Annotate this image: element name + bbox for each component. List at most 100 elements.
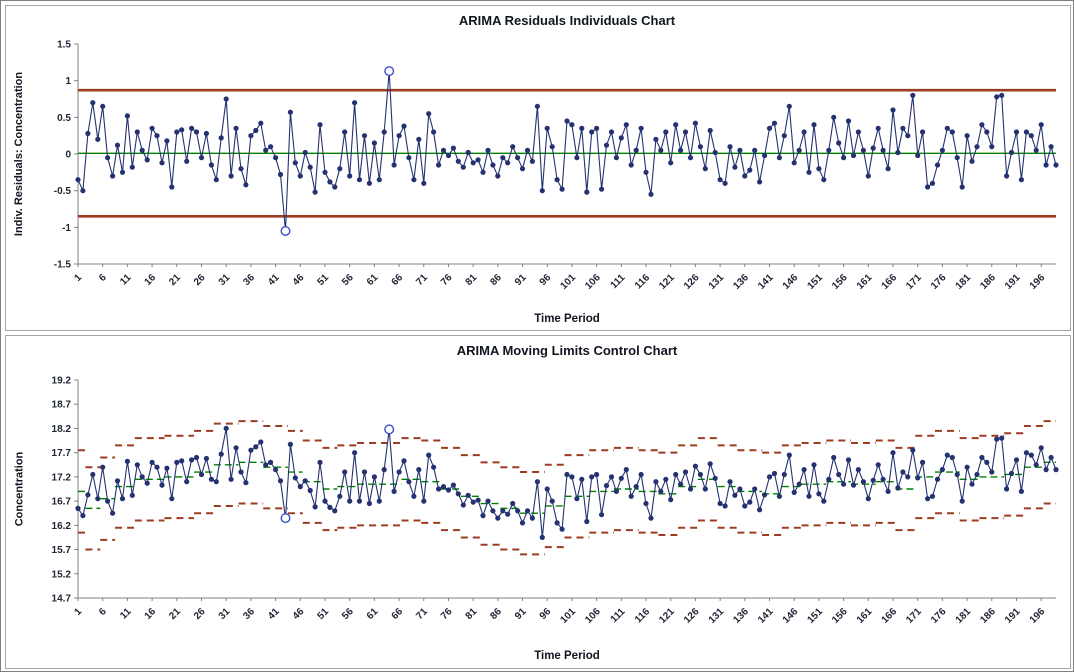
svg-text:31: 31 bbox=[217, 606, 233, 622]
svg-text:21: 21 bbox=[167, 606, 183, 622]
svg-text:16.2: 16.2 bbox=[52, 521, 72, 532]
svg-text:126: 126 bbox=[682, 272, 702, 292]
svg-text:131: 131 bbox=[707, 606, 727, 626]
svg-text:41: 41 bbox=[266, 272, 282, 288]
svg-text:161: 161 bbox=[855, 606, 875, 626]
svg-text:15.7: 15.7 bbox=[52, 545, 72, 556]
svg-text:15.2: 15.2 bbox=[52, 569, 72, 580]
svg-text:196: 196 bbox=[1028, 606, 1048, 626]
svg-text:46: 46 bbox=[291, 272, 307, 288]
svg-text:181: 181 bbox=[954, 272, 974, 292]
svg-text:161: 161 bbox=[855, 272, 875, 292]
svg-text:1: 1 bbox=[65, 76, 71, 87]
data-point-markers bbox=[75, 425, 1059, 540]
svg-text:6: 6 bbox=[97, 272, 109, 284]
svg-text:19.2: 19.2 bbox=[52, 376, 72, 387]
svg-text:66: 66 bbox=[390, 606, 406, 622]
svg-text:156: 156 bbox=[830, 272, 850, 292]
svg-text:51: 51 bbox=[315, 606, 331, 622]
svg-text:141: 141 bbox=[756, 606, 776, 626]
svg-text:196: 196 bbox=[1028, 272, 1048, 292]
svg-text:0: 0 bbox=[65, 150, 71, 161]
svg-text:-1.5: -1.5 bbox=[54, 260, 72, 271]
svg-text:96: 96 bbox=[538, 272, 554, 288]
svg-text:46: 46 bbox=[291, 606, 307, 622]
svg-text:6: 6 bbox=[97, 606, 109, 618]
svg-text:141: 141 bbox=[756, 272, 776, 292]
x-tick-labels: 1 6 11 16 21 26 31 36 41 46 51 56 61 66 71 76 81 86 91 96 10… bbox=[72, 598, 1048, 626]
svg-text:176: 176 bbox=[929, 606, 949, 626]
svg-text:131: 131 bbox=[707, 272, 727, 292]
svg-text:111: 111 bbox=[609, 606, 628, 625]
residuals-chart: 1.510.50-0.5-1-1.51 6 11 16 21 26 31 36 41 46 51 56… bbox=[54, 40, 1059, 292]
svg-text:116: 116 bbox=[633, 272, 652, 291]
x-tick-labels: 1 6 11 16 21 26 31 36 41 46 51 56 61 66 71 76 81 86 91 96 10… bbox=[72, 264, 1048, 292]
svg-text:156: 156 bbox=[830, 606, 850, 626]
svg-text:21: 21 bbox=[167, 272, 183, 288]
outlier-markers bbox=[280, 66, 395, 236]
y-tick-labels: 19.2 18.7 18.2 17.7 17.2 16.7 16.2 15.7 15.2 14.7 bbox=[52, 376, 78, 605]
moving-limits-chart-title: ARIMA Moving Limits Control Chart bbox=[456, 343, 678, 358]
svg-text:191: 191 bbox=[1003, 606, 1023, 626]
residuals-x-axis-title: Time Period bbox=[534, 313, 600, 325]
y-tick-labels: 1.5 1 0.5 0 -0.5 -1 -1.5 bbox=[54, 40, 78, 271]
svg-text:146: 146 bbox=[781, 606, 801, 626]
svg-text:61: 61 bbox=[365, 606, 381, 622]
svg-text:16: 16 bbox=[143, 272, 159, 288]
svg-text:106: 106 bbox=[583, 272, 603, 292]
residuals-chart-panel: ARIMA Residuals Individuals Chart Indiv.… bbox=[5, 5, 1071, 331]
svg-text:61: 61 bbox=[365, 272, 381, 288]
svg-text:81: 81 bbox=[464, 606, 480, 622]
svg-text:1: 1 bbox=[72, 272, 84, 284]
svg-text:17.2: 17.2 bbox=[52, 472, 72, 483]
svg-text:106: 106 bbox=[583, 606, 603, 626]
svg-text:166: 166 bbox=[880, 272, 900, 292]
svg-text:71: 71 bbox=[414, 606, 430, 622]
outlier-markers bbox=[280, 424, 395, 524]
moving-limits-x-axis-title: Time Period bbox=[534, 650, 600, 662]
svg-text:56: 56 bbox=[340, 606, 356, 622]
series-line bbox=[77, 428, 1057, 538]
svg-text:-1: -1 bbox=[62, 223, 71, 234]
svg-text:81: 81 bbox=[464, 272, 480, 288]
svg-text:116: 116 bbox=[633, 606, 652, 625]
svg-text:31: 31 bbox=[217, 272, 233, 288]
svg-text:36: 36 bbox=[241, 272, 257, 288]
svg-text:186: 186 bbox=[978, 272, 998, 292]
data-point-markers bbox=[75, 92, 1059, 197]
svg-text:11: 11 bbox=[118, 272, 134, 288]
svg-text:101: 101 bbox=[558, 606, 578, 626]
svg-text:111: 111 bbox=[609, 272, 628, 291]
svg-text:136: 136 bbox=[731, 272, 751, 292]
svg-text:146: 146 bbox=[781, 272, 801, 292]
svg-text:166: 166 bbox=[880, 606, 900, 626]
series-line bbox=[77, 71, 1057, 232]
residuals-chart-title: ARIMA Residuals Individuals Chart bbox=[458, 13, 676, 28]
svg-text:0.5: 0.5 bbox=[57, 113, 71, 124]
svg-text:136: 136 bbox=[731, 606, 751, 626]
svg-text:186: 186 bbox=[978, 606, 998, 626]
svg-text:11: 11 bbox=[118, 606, 134, 622]
svg-text:16: 16 bbox=[143, 606, 159, 622]
svg-text:181: 181 bbox=[954, 606, 974, 626]
svg-text:176: 176 bbox=[929, 272, 949, 292]
svg-text:171: 171 bbox=[904, 606, 924, 626]
svg-text:66: 66 bbox=[390, 272, 406, 288]
svg-text:151: 151 bbox=[805, 272, 825, 292]
svg-text:86: 86 bbox=[488, 272, 504, 288]
axes bbox=[77, 44, 1056, 265]
svg-text:71: 71 bbox=[414, 272, 430, 288]
svg-text:41: 41 bbox=[266, 606, 282, 622]
svg-text:101: 101 bbox=[558, 272, 578, 292]
moving-ucl-line bbox=[78, 420, 1056, 474]
svg-text:86: 86 bbox=[488, 606, 504, 622]
svg-text:121: 121 bbox=[657, 272, 677, 292]
svg-text:56: 56 bbox=[340, 272, 356, 288]
moving-limits-chart-panel: ARIMA Moving Limits Control Chart Concen… bbox=[5, 335, 1071, 669]
moving-limits-chart: 19.2 18.7 18.2 17.7 17.2 16.7 16.2 15.7 15.2 14.7… bbox=[52, 376, 1059, 626]
svg-text:76: 76 bbox=[439, 606, 455, 622]
svg-text:14.7: 14.7 bbox=[52, 594, 72, 605]
svg-text:26: 26 bbox=[192, 272, 208, 288]
svg-text:76: 76 bbox=[439, 272, 455, 288]
